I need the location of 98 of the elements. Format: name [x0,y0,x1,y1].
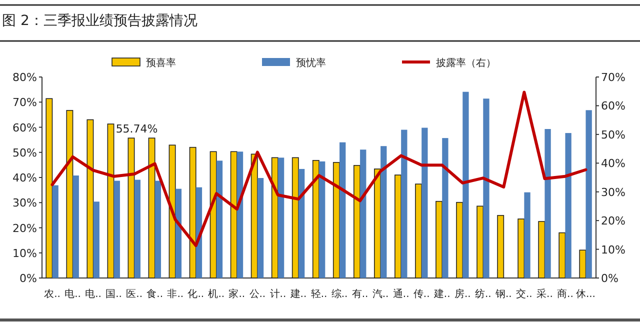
x-tick-label: 钢.. [494,289,512,300]
bar [278,158,284,278]
bar [298,168,305,278]
line-series [50,90,588,248]
bar [340,142,346,278]
y2-tick-label: 20% [601,214,626,228]
legend-label: 预喜率 [146,57,176,69]
bar [401,130,408,278]
bar [476,206,484,278]
bar [353,165,360,278]
bar [380,146,387,278]
y2-tick-label: 50% [601,128,626,142]
bar [292,157,299,278]
x-tick-label: 有.. [352,288,368,300]
x-tick-label: 食.. [146,288,164,300]
y2-tick-label: 40% [601,157,626,170]
y2-tick-label: 10% [601,243,626,256]
bar [128,138,135,278]
chart-title: 图 2：三季报业绩预告披露情况 [2,13,198,29]
bar [332,162,340,278]
annotation: 55.74% [116,122,158,136]
bar [86,119,94,278]
bar [134,180,140,278]
bar [93,202,100,278]
bar [518,218,525,278]
bar [360,150,366,278]
x-tick-label: 交.. [516,288,532,300]
x-tick-label: 农.. [44,289,60,300]
y2-tick-label: 30% [601,186,626,199]
bar [565,133,572,278]
bar [524,192,530,278]
bar [114,180,120,278]
y-tick-label: 40% [12,172,37,184]
x-tick-label: 综.. [331,288,348,300]
bar [46,98,53,278]
bar [462,92,469,278]
bar [175,188,182,278]
bar [189,146,196,278]
y-tick-label: 0% [20,272,37,285]
bar [154,180,162,278]
x-tick-label: 国.. [106,289,122,300]
x-tick-label: 纺.. [474,288,492,300]
x-tick-label: 非.. [167,288,184,300]
x-tick-label: 建.. [432,288,450,300]
bar [257,178,264,278]
bar [436,200,443,278]
bar [586,110,592,278]
x-tick-label: 商.. [557,288,574,300]
x-tick-label: 电.. [64,288,81,300]
x-tick-label: 医.. [126,289,143,300]
x-tick-label: 房.. [454,288,471,300]
x-tick-label: 计.. [270,288,286,300]
bar [538,221,546,278]
y-tick-label: 10% [12,246,37,260]
bar [483,98,490,278]
bar [394,174,402,278]
y2-tick-label: 70% [601,71,626,84]
x-tick-label: 传.. [413,289,430,300]
x-tick-label: 家.. [228,288,246,300]
x-tick-label: 建.. [289,288,307,300]
y2-tick-label: 0% [601,272,618,285]
bar [168,144,176,278]
x-tick-label: 轻.. [310,288,328,300]
x-tick-label: 机.. [208,288,225,300]
bar [415,184,422,278]
y-tick-label: 80% [12,71,37,84]
y-tick-label: 70% [12,96,37,110]
bar [442,138,448,278]
bar [230,151,238,278]
x-tick-label: 电.. [85,288,102,300]
bar [456,202,464,278]
bar [66,110,74,278]
bar [544,129,551,278]
y-tick-label: 50% [12,146,37,160]
x-tick-label: 通.. [392,288,410,300]
y-tick-label: 20% [12,222,37,235]
bar [72,175,79,278]
x-tick-label: 休... [576,289,596,300]
bar [579,250,586,278]
bar [312,160,320,278]
legend-label: 预忧率 [296,57,326,69]
x-tick-label: 公.. [249,288,266,300]
x-tick-label: 汽.. [372,288,389,300]
y2-tick-label: 60% [601,100,626,113]
x-tick-label: 采.. [536,288,553,300]
bar [148,138,156,278]
bar [497,215,504,278]
y-tick-label: 60% [12,121,37,134]
bar [107,124,114,278]
bar [422,128,428,278]
bar [558,232,566,278]
bar [216,160,223,278]
bar [52,185,58,278]
x-tick-label: 化.. [188,288,204,300]
y-tick-label: 30% [12,196,37,210]
legend-label: 披露率（右） [436,57,496,69]
bar [236,152,244,278]
bar [319,161,326,278]
